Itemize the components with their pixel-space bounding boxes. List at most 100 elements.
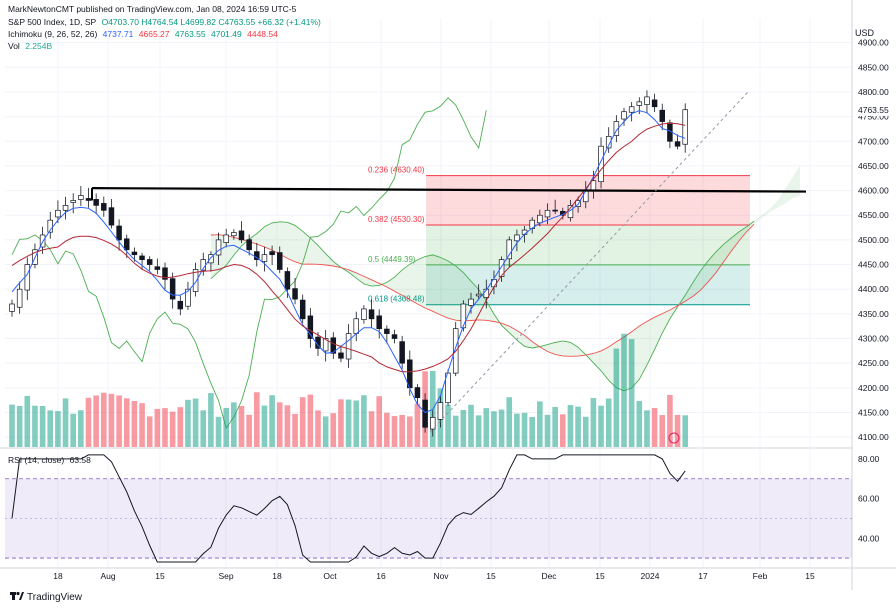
- candle-body: [644, 96, 650, 105]
- candle-body: [55, 209, 61, 218]
- legend-symbol-row: S&P 500 Index, 1D, SP O4703.70 H4764.54 …: [8, 17, 324, 27]
- candle-body: [62, 205, 69, 211]
- volume-bar: [185, 399, 191, 447]
- volume-bar: [659, 415, 666, 447]
- candle-body: [322, 338, 329, 352]
- volume-bar: [598, 405, 604, 447]
- volume-bar: [192, 398, 199, 447]
- volume-bar: [315, 410, 321, 447]
- volume-bar: [139, 403, 145, 447]
- volume-bar: [644, 410, 650, 447]
- volume-bar: [452, 415, 459, 447]
- time-tick-label: 16: [376, 571, 386, 581]
- legend-ichimoku-label[interactable]: Ichimoku (9, 26, 52, 26): [8, 29, 98, 39]
- event-marker-icon: [668, 432, 680, 444]
- legend-ohlc: O4703.70 H4764.54 L4699.82 C4763.55 +66.…: [101, 17, 321, 27]
- tradingview-logo-icon: [10, 591, 24, 600]
- candle-body: [468, 298, 474, 306]
- rsi-line: [11, 454, 686, 563]
- candle-body: [391, 334, 398, 339]
- price-tick-label: 4400.00: [858, 284, 889, 294]
- price-tick-label: 4250.00: [858, 358, 889, 368]
- volume-bar: [651, 408, 658, 447]
- volume-bar: [483, 408, 490, 447]
- candle-body: [24, 264, 31, 291]
- time-tick-label: Feb: [753, 571, 768, 581]
- volume-bar: [361, 395, 367, 447]
- volume-bar: [667, 394, 673, 447]
- candle-body: [169, 278, 176, 300]
- candle-body: [269, 251, 275, 256]
- volume-bar: [39, 406, 46, 447]
- volume-bar: [269, 395, 275, 447]
- footer-bar: [0, 590, 896, 608]
- candle-body: [590, 180, 597, 191]
- volume-bar: [407, 416, 413, 447]
- volume-bar: [231, 402, 237, 447]
- time-tick-label: 15: [595, 571, 605, 581]
- volume-bar: [552, 406, 558, 447]
- legend-symbol[interactable]: S&P 500 Index, 1D, SP: [8, 17, 97, 27]
- volume-bar: [560, 414, 566, 447]
- volume-bar: [567, 405, 574, 447]
- volume-bar: [414, 403, 421, 447]
- candle-body: [605, 135, 612, 149]
- time-tick-label: Aug: [100, 571, 115, 581]
- tradingview-brand-text: TradingView: [27, 592, 83, 603]
- candle-body: [437, 402, 444, 420]
- time-axis: 18 Aug 15 Sep 18 Oct 16 Nov 15 Dec 15 2024 17 Feb 15: [53, 571, 815, 581]
- time-tick-label: Nov: [433, 571, 449, 581]
- candle-body: [223, 234, 229, 243]
- volume-bar: [674, 414, 681, 447]
- volume-bar: [200, 410, 207, 447]
- volume-bar: [123, 398, 130, 447]
- legend-volume-value: 2.254B: [25, 41, 53, 51]
- volume-bar: [544, 414, 551, 447]
- candle-body: [177, 300, 184, 310]
- fib-level-label: 0.382 (4530.30): [368, 215, 425, 224]
- drawings[interactable]: [91, 91, 807, 444]
- candle-body: [514, 234, 520, 242]
- volume-bar: [85, 397, 92, 447]
- volume-bar: [116, 395, 122, 447]
- volume-bar: [498, 409, 505, 447]
- volume-bar: [254, 392, 260, 447]
- price-tick-label: 4350.00: [858, 309, 889, 319]
- volume-bar: [338, 399, 344, 447]
- candle-body: [399, 341, 405, 364]
- rsi-label[interactable]: RSI (14, close): [8, 455, 65, 465]
- volume-bar: [322, 416, 329, 447]
- candle-body: [506, 239, 513, 260]
- fib-level-label: 0.5 (4449.39): [368, 255, 416, 264]
- candle-body: [498, 259, 505, 277]
- candle-body: [537, 214, 543, 224]
- tradingview-brand: TradingView: [10, 591, 82, 603]
- time-tick-label: Sep: [218, 571, 233, 581]
- candle-body: [361, 308, 367, 320]
- volume-bar: [284, 405, 291, 447]
- candle-body: [682, 109, 688, 145]
- last-price-label: 4763.55: [858, 105, 889, 115]
- volume-bar: [475, 415, 482, 447]
- candle-body: [101, 203, 107, 211]
- volume-bar: [24, 396, 31, 447]
- tenkan-sen-line: [11, 110, 686, 414]
- time-tick-label: Dec: [541, 571, 557, 581]
- candle-body: [368, 309, 375, 320]
- candle-body: [261, 254, 268, 262]
- volume-bar: [491, 411, 497, 447]
- currency-label[interactable]: USD: [854, 28, 874, 38]
- candle-body: [185, 288, 191, 307]
- price-tick-label: 4600.00: [858, 186, 889, 196]
- candle-body: [659, 109, 665, 122]
- volume-bar: [529, 416, 535, 447]
- candle-body: [215, 239, 222, 256]
- volume-bar: [108, 393, 115, 447]
- volume-bar: [636, 401, 643, 447]
- candle-body: [108, 207, 115, 226]
- volume-bar: [169, 411, 176, 447]
- candle-body: [238, 230, 245, 241]
- legend-volume-label[interactable]: Vol: [8, 41, 20, 51]
